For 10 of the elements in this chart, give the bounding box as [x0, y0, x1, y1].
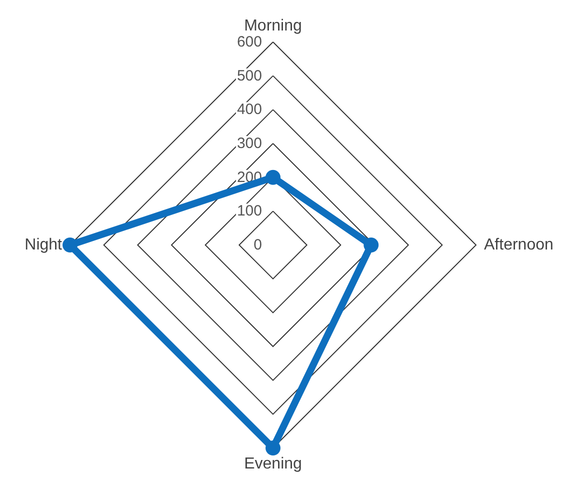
- spoke-label: Evening: [244, 456, 302, 472]
- y-tick-label: 400: [236, 101, 262, 118]
- y-tick-label: 600: [236, 34, 262, 50]
- y-tick-label: 500: [236, 67, 262, 84]
- spoke-label: Afternoon: [484, 236, 554, 254]
- y-tick-label: 100: [236, 202, 262, 220]
- spoke-label: Night: [24, 236, 63, 254]
- y-tick-label: 0: [254, 236, 262, 254]
- y-tick-label: 300: [236, 135, 262, 152]
- spoke-label: Morning: [244, 18, 302, 34]
